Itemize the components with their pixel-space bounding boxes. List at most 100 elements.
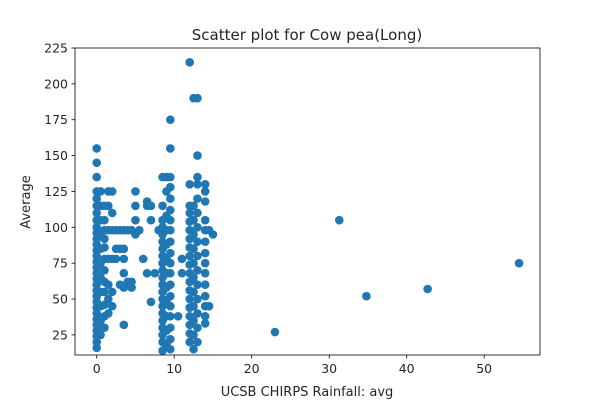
data-point bbox=[166, 144, 175, 153]
data-point bbox=[193, 151, 202, 160]
data-point bbox=[119, 320, 129, 330]
data-point bbox=[200, 291, 210, 301]
data-point bbox=[185, 208, 194, 218]
data-point bbox=[189, 244, 198, 254]
data-point bbox=[200, 197, 210, 206]
data-point bbox=[193, 280, 202, 290]
data-point bbox=[166, 291, 175, 301]
data-point bbox=[200, 311, 210, 321]
data-point bbox=[200, 237, 210, 246]
data-point bbox=[185, 337, 194, 347]
data-point bbox=[92, 208, 101, 218]
data-point bbox=[104, 280, 113, 290]
data-point bbox=[200, 248, 210, 258]
data-point bbox=[173, 311, 183, 321]
y-axis-ticks: 25 50 75 100 125 150 175 200 225 bbox=[44, 41, 75, 342]
data-point bbox=[127, 277, 136, 287]
data-point bbox=[193, 93, 202, 103]
data-point bbox=[189, 230, 198, 239]
data-point bbox=[193, 223, 202, 232]
data-point bbox=[193, 251, 202, 261]
data-point bbox=[185, 179, 194, 189]
data-point bbox=[200, 187, 210, 196]
data-point bbox=[92, 158, 101, 168]
data-point bbox=[100, 323, 109, 333]
data-point bbox=[92, 144, 101, 153]
data-point bbox=[100, 243, 109, 252]
data-point bbox=[111, 254, 121, 264]
data-point bbox=[200, 179, 210, 189]
data-point bbox=[131, 215, 140, 225]
data-point bbox=[138, 254, 148, 264]
data-point bbox=[514, 258, 524, 268]
data-point bbox=[104, 294, 113, 304]
data-point bbox=[208, 230, 218, 239]
data-point bbox=[107, 287, 117, 297]
data-point bbox=[166, 280, 175, 290]
data-point bbox=[166, 344, 175, 354]
data-point bbox=[193, 237, 202, 246]
data-point bbox=[92, 172, 101, 182]
y-tick-label: 200 bbox=[44, 76, 68, 91]
data-point bbox=[166, 334, 175, 344]
data-point bbox=[92, 194, 101, 203]
data-point bbox=[189, 287, 198, 297]
data-point bbox=[193, 266, 202, 275]
data-point bbox=[100, 266, 109, 275]
y-tick-label: 25 bbox=[52, 327, 68, 342]
data-point bbox=[204, 301, 214, 311]
data-point bbox=[100, 287, 109, 297]
y-tick-label: 100 bbox=[44, 220, 68, 235]
data-point bbox=[189, 330, 198, 340]
data-point bbox=[96, 187, 105, 196]
data-point bbox=[423, 284, 432, 294]
data-point bbox=[104, 201, 113, 211]
data-point bbox=[146, 201, 156, 211]
data-point bbox=[107, 208, 117, 218]
data-point bbox=[200, 280, 210, 290]
data-point bbox=[119, 244, 129, 254]
data-point bbox=[166, 194, 175, 203]
data-point bbox=[150, 268, 160, 278]
data-point bbox=[119, 254, 129, 264]
data-point bbox=[166, 215, 175, 225]
data-point bbox=[193, 208, 202, 218]
data-point bbox=[142, 268, 152, 278]
data-point bbox=[200, 215, 210, 225]
x-tick-label: 0 bbox=[93, 361, 101, 376]
x-tick-label: 40 bbox=[399, 361, 415, 376]
data-point bbox=[166, 311, 175, 321]
data-point bbox=[158, 201, 167, 211]
data-points bbox=[92, 58, 524, 356]
x-axis-ticks: 0 10 20 30 40 50 bbox=[93, 355, 492, 376]
data-point bbox=[193, 179, 202, 189]
data-point bbox=[185, 58, 194, 67]
data-point bbox=[189, 301, 198, 311]
data-point bbox=[166, 323, 175, 333]
data-point bbox=[92, 223, 101, 232]
data-point bbox=[193, 337, 202, 347]
data-point bbox=[193, 294, 202, 304]
data-point bbox=[166, 301, 175, 311]
data-point bbox=[200, 268, 210, 278]
data-point bbox=[119, 268, 129, 278]
data-point bbox=[270, 327, 280, 337]
data-point bbox=[177, 254, 187, 264]
data-point bbox=[100, 234, 109, 244]
y-tick-label: 225 bbox=[44, 41, 68, 56]
x-axis-label: UCSB CHIRPS Rainfall: avg bbox=[221, 385, 394, 400]
data-point bbox=[185, 294, 194, 304]
data-point bbox=[362, 291, 371, 301]
data-point bbox=[166, 268, 175, 278]
data-point bbox=[185, 251, 194, 261]
data-point bbox=[200, 258, 210, 268]
data-point bbox=[193, 309, 202, 318]
data-point bbox=[189, 215, 198, 225]
data-point bbox=[166, 225, 175, 235]
data-point bbox=[200, 319, 210, 328]
x-tick-label: 10 bbox=[166, 361, 182, 376]
data-point bbox=[189, 316, 198, 325]
chart-title: Scatter plot for Cow pea(Long) bbox=[192, 26, 422, 44]
